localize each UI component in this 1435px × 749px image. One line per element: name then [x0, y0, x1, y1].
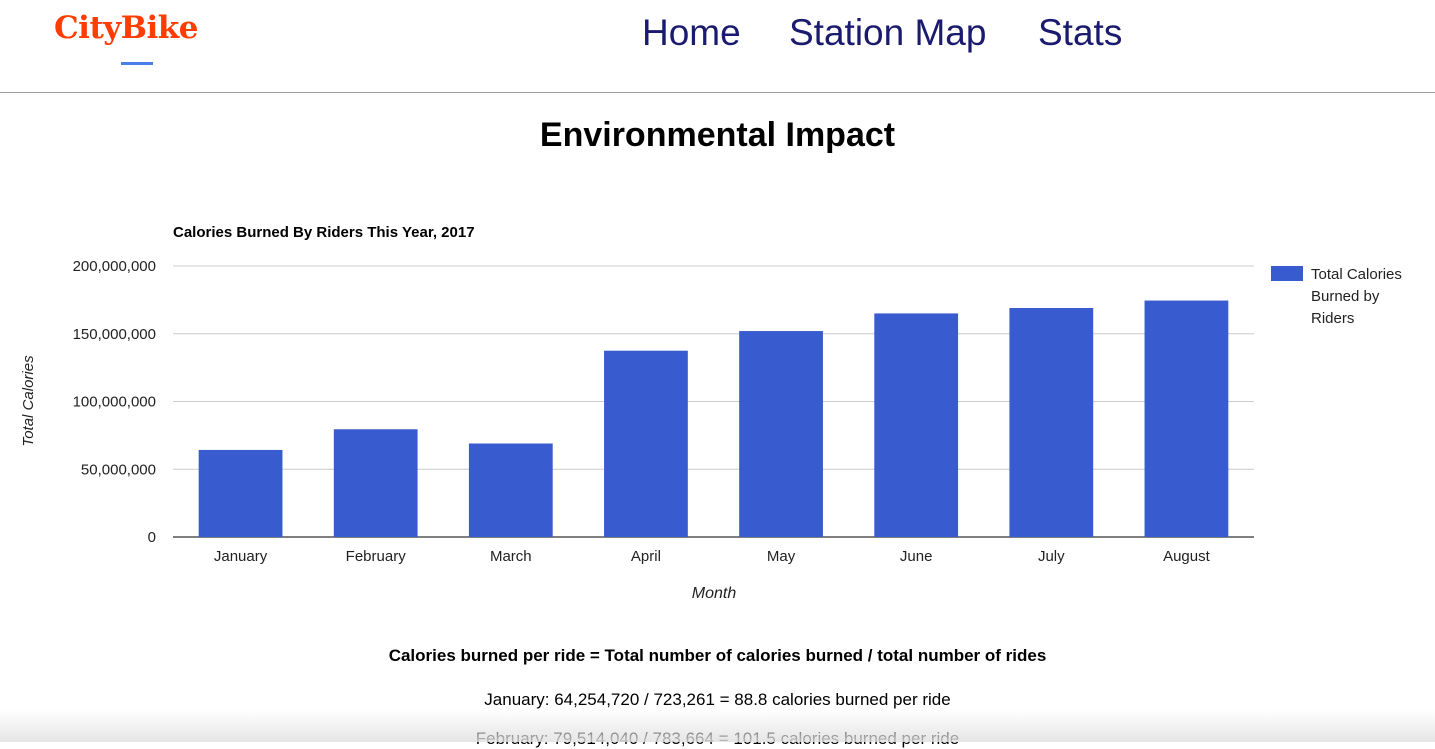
- chart-title: Calories Burned By Riders This Year, 201…: [173, 224, 475, 241]
- citybike-logo[interactable]: CityBike: [54, 10, 198, 46]
- x-axis-tick-labels: January February March April May June July Augu…: [214, 548, 1211, 565]
- y-tick-label: 100,000,000: [73, 394, 156, 411]
- chart-legend: Total Calories Burned by Riders: [1271, 266, 1402, 327]
- bar-march: [468, 443, 553, 537]
- bar-may: [739, 331, 823, 537]
- bar-june: [874, 313, 959, 537]
- bar-february: [333, 429, 418, 537]
- x-tick-label: July: [1038, 548, 1065, 565]
- y-axis-tick-labels: 200,000,000 150,000,000 100,000,000 50,000,…: [73, 258, 156, 546]
- x-tick-label: May: [767, 548, 796, 565]
- nav-stats-link[interactable]: Stats: [1038, 12, 1123, 53]
- x-tick-label: January: [214, 548, 268, 565]
- x-tick-label: June: [900, 548, 933, 565]
- legend-label-line-3: Riders: [1311, 310, 1354, 327]
- y-tick-label: 0: [148, 529, 156, 546]
- logo-active-indicator: [121, 62, 153, 65]
- x-tick-label: February: [346, 548, 407, 565]
- bar-april: [604, 350, 688, 537]
- chart-bars: [198, 300, 1229, 537]
- legend-label-line-2: Burned by: [1311, 288, 1380, 305]
- january-calories-per-ride: January: 64,254,720 / 723,261 = 88.8 cal…: [484, 690, 951, 709]
- page-title: Environmental Impact: [539, 116, 896, 154]
- nav-home-link[interactable]: Home: [642, 12, 741, 53]
- x-tick-label: April: [631, 548, 661, 565]
- y-tick-label: 200,000,000: [73, 258, 156, 275]
- header: CityBike Home Station Map Stats: [0, 0, 1435, 93]
- y-axis-title: Total Calories: [20, 355, 37, 447]
- formula-heading: Calories burned per ride = Total number …: [388, 646, 1047, 665]
- legend-swatch: [1271, 266, 1303, 281]
- scroll-fade: [0, 710, 1435, 742]
- calories-bar-chart: Calories Burned By Riders This Year, 201…: [20, 224, 1402, 602]
- bar-august: [1144, 300, 1229, 537]
- bar-july: [1009, 308, 1094, 537]
- x-tick-label: March: [490, 548, 532, 565]
- legend-label-line-1: Total Calories: [1311, 266, 1402, 283]
- nav-station-map-link[interactable]: Station Map: [789, 12, 987, 53]
- bar-january: [198, 449, 283, 537]
- y-tick-label: 150,000,000: [73, 326, 156, 343]
- x-tick-label: August: [1163, 548, 1211, 565]
- y-tick-label: 50,000,000: [81, 461, 156, 478]
- x-axis-title: Month: [692, 585, 737, 602]
